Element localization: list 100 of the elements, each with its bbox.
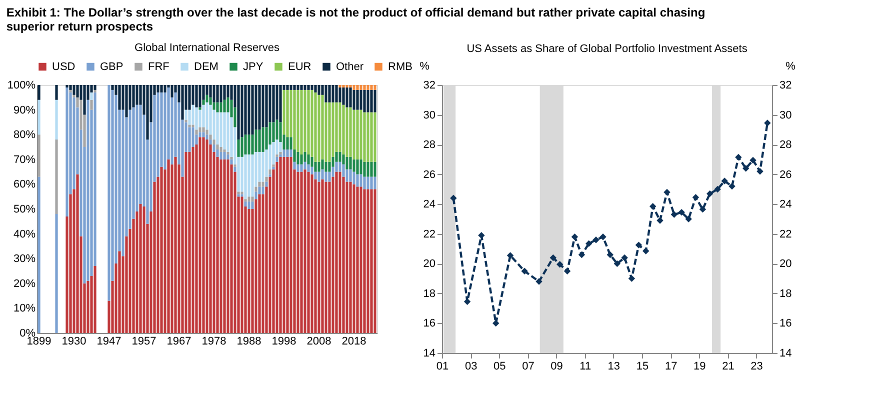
bar <box>38 176 40 333</box>
point <box>521 268 528 274</box>
bar <box>139 204 142 333</box>
point <box>664 188 670 196</box>
bar <box>216 102 219 112</box>
point <box>550 254 556 262</box>
bar <box>304 169 306 333</box>
legend-label: RMB <box>388 60 412 73</box>
bar <box>248 85 250 135</box>
x-tick-label: 09 <box>550 360 563 372</box>
y-tick-label: 32 <box>423 80 436 92</box>
bar <box>366 85 370 90</box>
bar <box>262 182 264 187</box>
bar <box>324 85 328 102</box>
bar <box>356 90 359 110</box>
bar <box>244 199 247 202</box>
chart-title: US Assets as Share of Global Portfolio Investment Assets <box>466 43 748 55</box>
bar <box>335 85 338 102</box>
bar <box>349 182 352 333</box>
bar <box>307 164 310 172</box>
bar <box>314 92 317 162</box>
bar <box>374 112 376 162</box>
bar <box>244 134 247 154</box>
point <box>492 320 500 327</box>
y-axis-title: % <box>420 60 430 72</box>
bar <box>346 107 348 157</box>
bar <box>356 159 359 174</box>
bar <box>304 90 306 152</box>
x-tick-label: 1978 <box>202 336 226 348</box>
bar <box>136 85 138 105</box>
bar <box>366 162 370 177</box>
bar <box>72 94 76 98</box>
bar <box>282 156 286 333</box>
bar <box>360 85 362 90</box>
bar <box>195 85 198 108</box>
bar <box>321 179 324 333</box>
x-tick-label: 21 <box>722 360 734 372</box>
bar <box>366 112 370 162</box>
bar <box>374 162 376 177</box>
bar <box>279 156 282 333</box>
bar <box>198 137 202 333</box>
point <box>721 178 728 184</box>
bar <box>192 124 194 128</box>
x-tick-label: 1998 <box>272 336 296 348</box>
y-tick-label: 100% <box>7 80 36 92</box>
bar <box>370 162 373 177</box>
bar <box>300 85 303 90</box>
bar <box>69 90 72 92</box>
y2-tick-label: 14 <box>780 348 792 360</box>
bar <box>321 159 324 170</box>
x-tick-label: 11 <box>580 360 592 372</box>
bar <box>279 142 282 152</box>
bar <box>212 85 216 102</box>
bar <box>346 87 348 108</box>
bar <box>328 85 331 102</box>
bar <box>192 147 194 333</box>
point <box>678 208 685 216</box>
bar <box>304 152 306 162</box>
bar <box>366 176 370 190</box>
bar <box>363 90 366 112</box>
bar <box>346 156 348 170</box>
bar <box>374 189 376 333</box>
bar <box>237 194 240 197</box>
bar <box>209 134 212 140</box>
bar <box>324 172 328 182</box>
bar <box>226 85 230 98</box>
bar <box>244 154 247 200</box>
bar <box>55 140 58 214</box>
bar <box>370 112 373 162</box>
bar <box>349 169 352 182</box>
bar <box>342 87 345 105</box>
bar <box>307 154 310 164</box>
y2-axis-title: % <box>786 60 796 72</box>
bar <box>366 189 370 333</box>
bar <box>335 172 338 333</box>
point <box>670 211 678 218</box>
bar <box>76 85 79 98</box>
point <box>450 194 457 202</box>
bar <box>374 176 376 190</box>
bar <box>349 87 352 108</box>
bar <box>240 137 244 157</box>
bar <box>321 169 324 180</box>
bar <box>363 189 366 333</box>
bar <box>268 174 272 177</box>
x-tick-label: 13 <box>608 360 620 372</box>
y-tick-label: 10% <box>13 302 36 315</box>
y2-tick-label: 30 <box>780 109 792 122</box>
bar <box>223 112 226 150</box>
y-tick-label: 18 <box>423 288 436 300</box>
x-tick-label: 01 <box>436 360 449 372</box>
y2-tick-label: 26 <box>780 168 792 181</box>
y-tick-label: 28 <box>423 139 436 152</box>
bar <box>356 85 359 90</box>
bar <box>272 164 275 167</box>
point <box>742 165 750 172</box>
bar <box>202 137 205 333</box>
bar <box>360 186 362 333</box>
bar <box>272 122 275 142</box>
bar <box>374 90 376 112</box>
text: Exhibit 1: The Dollar’s strength over the last decade is not the product of official demand but rather private capital chasing superior return prospects <box>6 6 706 34</box>
